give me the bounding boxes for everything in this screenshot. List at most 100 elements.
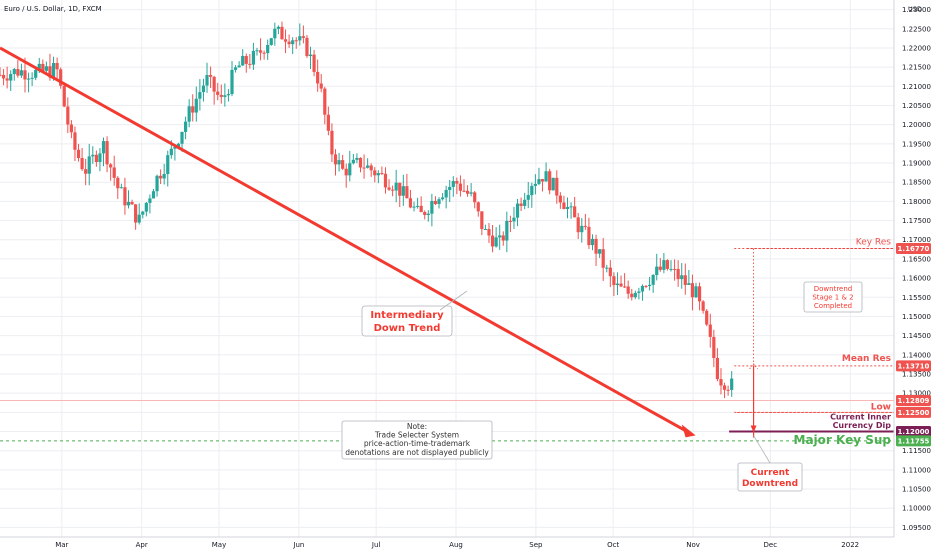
- candle-body: [687, 283, 691, 285]
- mean-res-label: Mean Res: [842, 354, 891, 364]
- y-tick-label: 1.18500: [902, 179, 931, 187]
- major-sup-label: Major Key Sup: [794, 433, 892, 447]
- x-tick-label: May: [212, 541, 226, 549]
- y-tick-label: 1.14500: [902, 332, 931, 340]
- candle-body: [0, 74, 2, 76]
- candle-body: [665, 260, 670, 269]
- candle-body: [248, 63, 252, 65]
- candle-body: [548, 171, 552, 191]
- candle-body: [19, 70, 24, 76]
- candle-body: [623, 286, 627, 288]
- candle-body: [544, 171, 548, 182]
- candle-body: [16, 69, 20, 76]
- y-tick-label: 1.16500: [902, 255, 931, 263]
- candle-body: [376, 173, 380, 176]
- candle-body: [37, 63, 41, 70]
- candle-body: [387, 187, 391, 190]
- candle-body: [30, 77, 34, 79]
- candle-body: [251, 50, 256, 65]
- candle-body: [701, 301, 705, 311]
- candle-body: [373, 170, 377, 176]
- candle-body: [241, 56, 245, 66]
- candle-body: [523, 199, 527, 206]
- candle-body: [594, 238, 598, 254]
- candle-body: [490, 235, 495, 247]
- candle-body: [94, 154, 98, 163]
- candle-body: [316, 71, 320, 84]
- y-tick-label: 1.11500: [902, 447, 931, 455]
- candle-body: [569, 206, 573, 208]
- candle-body: [430, 200, 434, 214]
- x-tick-label: Sep: [529, 541, 543, 549]
- candle-body: [644, 285, 648, 287]
- candle-body: [291, 40, 295, 45]
- candle-body: [498, 235, 502, 238]
- candle-body: [415, 205, 420, 207]
- candle-body: [391, 189, 395, 191]
- candle-body: [501, 235, 505, 241]
- current-downtrend-line2: Downtrend: [742, 479, 798, 489]
- intermediary-trendline: [0, 46, 689, 434]
- candle-body: [355, 157, 359, 160]
- candle-body: [730, 378, 734, 390]
- candle-body: [476, 202, 480, 212]
- note-line: denotations are not displayed publicly: [345, 448, 489, 457]
- candle-body: [401, 186, 405, 196]
- candle-body: [34, 69, 38, 78]
- candle-body: [244, 56, 248, 64]
- candle-body: [587, 226, 591, 246]
- candle-body: [658, 266, 662, 270]
- candle-body: [66, 106, 70, 125]
- downtrend-stage-line: Stage 1 & 2: [812, 294, 853, 302]
- current-downtrend-pointer: [753, 435, 771, 464]
- candle-body: [148, 198, 152, 203]
- axis-unit-label: USD: [908, 5, 922, 13]
- candle-body: [487, 228, 491, 236]
- candle-body: [626, 286, 630, 294]
- candle-body: [308, 54, 313, 57]
- candle-body: [137, 214, 141, 223]
- candle-body: [41, 63, 45, 71]
- y-tick-label: 1.13000: [902, 390, 931, 398]
- candle-body: [326, 114, 330, 131]
- y-tick-label: 1.16000: [902, 275, 931, 283]
- candle-body: [565, 206, 570, 210]
- price-tag-label: 1.12809: [898, 397, 930, 405]
- candle-body: [647, 284, 652, 287]
- candle-body: [433, 200, 438, 205]
- candle-body: [426, 213, 430, 216]
- y-tick-label: 1.22500: [902, 25, 931, 33]
- candle-body: [633, 292, 637, 298]
- candle-body: [690, 283, 695, 298]
- candle-body: [458, 183, 463, 191]
- candle-body: [483, 228, 488, 230]
- candle-body: [323, 88, 327, 115]
- x-tick-label: Jul: [371, 541, 381, 549]
- candle-body: [98, 153, 102, 163]
- candle-body: [465, 190, 470, 194]
- x-tick-label: Oct: [607, 541, 619, 549]
- candle-body: [233, 67, 238, 70]
- candle-body: [123, 187, 127, 206]
- candle-body: [119, 187, 123, 189]
- y-tick-label: 1.19500: [902, 140, 931, 148]
- candle-body: [726, 389, 730, 391]
- inner-dip-label-line2: Currency Dip: [833, 421, 892, 430]
- candle-body: [712, 336, 716, 358]
- candle-body: [655, 266, 659, 275]
- candle-body: [130, 201, 134, 205]
- price-tag: [896, 435, 931, 447]
- price-tag-label: 1.12500: [898, 409, 930, 417]
- candle-body: [312, 54, 316, 72]
- candle-body: [73, 132, 77, 150]
- y-tick-label: 1.20500: [902, 102, 931, 110]
- candle-body: [601, 249, 605, 268]
- candle-body: [262, 52, 266, 54]
- note-line: price-action-time-trademark: [364, 439, 471, 448]
- candle-body: [176, 143, 181, 147]
- price-axis: 1.09500 1.10000 1.10500 1.11000 1.11500 1.120…: [893, 0, 932, 550]
- candle-body: [141, 211, 145, 215]
- candle-body: [705, 310, 709, 325]
- y-tick-label: 1.09500: [902, 524, 931, 532]
